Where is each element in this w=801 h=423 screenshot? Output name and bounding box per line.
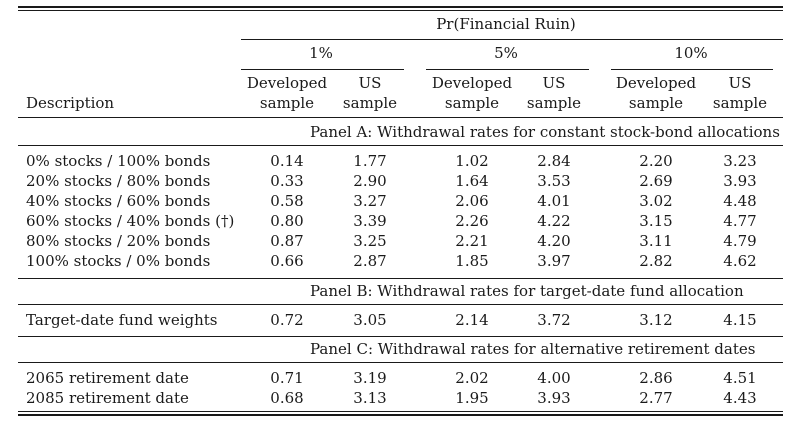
probability-underline xyxy=(426,69,589,70)
cell-value: 3.53 xyxy=(537,172,571,190)
subcol-header-line1: Developed xyxy=(431,74,513,92)
cell-value: 4.77 xyxy=(723,212,757,230)
cell-value: 2.21 xyxy=(455,232,489,250)
subcol-header-line2: sample xyxy=(342,94,398,112)
cell-value: 3.93 xyxy=(537,389,571,407)
cell-value: 0.80 xyxy=(270,212,304,230)
cell-value: 4.15 xyxy=(723,311,757,329)
cell-value: 0.87 xyxy=(270,232,304,250)
subcol-header-line2: sample xyxy=(526,94,582,112)
cell-value: 4.22 xyxy=(537,212,571,230)
cell-value: 1.77 xyxy=(353,152,387,170)
cell-value: 0.33 xyxy=(270,172,304,190)
cell-value: 0.58 xyxy=(270,192,304,210)
group-title-underline xyxy=(241,39,783,40)
cell-value: 3.19 xyxy=(353,369,387,387)
cell-value: 2.20 xyxy=(639,152,673,170)
panel-end-rule xyxy=(18,336,783,337)
subcol-header-line1: Developed xyxy=(246,74,328,92)
cell-value: 3.23 xyxy=(723,152,757,170)
cell-value: 3.25 xyxy=(353,232,387,250)
cell-value: 2.14 xyxy=(455,311,489,329)
cell-value: 0.66 xyxy=(270,252,304,270)
row-label: 100% stocks / 0% bonds xyxy=(26,252,211,270)
subcol-header-line1: US xyxy=(358,74,382,92)
probability-underline xyxy=(611,69,773,70)
cell-value: 2.84 xyxy=(537,152,571,170)
cell-value: 2.82 xyxy=(639,252,673,270)
probability-header: 5% xyxy=(494,44,518,62)
cell-value: 1.64 xyxy=(455,172,489,190)
subcol-header-line2: sample xyxy=(259,94,315,112)
cell-value: 0.68 xyxy=(270,389,304,407)
row-label: Target-date fund weights xyxy=(26,311,218,329)
cell-value: 0.71 xyxy=(270,369,304,387)
panel-title: Panel C: Withdrawal rates for alternativ… xyxy=(310,340,756,358)
cell-value: 2.77 xyxy=(639,389,673,407)
cell-value: 3.15 xyxy=(639,212,673,230)
cell-value: 3.97 xyxy=(537,252,571,270)
cell-value: 4.48 xyxy=(723,192,757,210)
row-label: 0% stocks / 100% bonds xyxy=(26,152,211,170)
group-title: Pr(Financial Ruin) xyxy=(436,15,576,33)
top-rule-inner xyxy=(18,10,783,11)
panel-title-rule xyxy=(18,145,783,146)
cell-value: 2.69 xyxy=(639,172,673,190)
cell-value: 2.02 xyxy=(455,369,489,387)
subcol-header-line1: Developed xyxy=(615,74,697,92)
cell-value: 2.87 xyxy=(353,252,387,270)
cell-value: 3.27 xyxy=(353,192,387,210)
cell-value: 2.06 xyxy=(455,192,489,210)
cell-value: 0.72 xyxy=(270,311,304,329)
subcol-header-line2: sample xyxy=(444,94,500,112)
panel-end-rule xyxy=(18,278,783,279)
row-label: 2065 retirement date xyxy=(26,369,189,387)
cell-value: 3.93 xyxy=(723,172,757,190)
bottom-rule-outer xyxy=(18,414,783,416)
row-label: 40% stocks / 60% bonds xyxy=(26,192,211,210)
bottom-rule-inner xyxy=(18,411,783,412)
row-label: 20% stocks / 80% bonds xyxy=(26,172,211,190)
cell-value: 4.20 xyxy=(537,232,571,250)
cell-value: 4.51 xyxy=(723,369,757,387)
panel-title-rule xyxy=(18,304,783,305)
subcol-header-line2: sample xyxy=(712,94,768,112)
cell-value: 3.39 xyxy=(353,212,387,230)
cell-value: 4.00 xyxy=(537,369,571,387)
cell-value: 2.26 xyxy=(455,212,489,230)
probability-underline xyxy=(241,69,404,70)
cell-value: 4.79 xyxy=(723,232,757,250)
top-rule-outer xyxy=(18,6,783,8)
cell-value: 3.11 xyxy=(639,232,673,250)
cell-value: 4.62 xyxy=(723,252,757,270)
row-label: 60% stocks / 40% bonds (†) xyxy=(26,212,235,230)
cell-value: 2.90 xyxy=(353,172,387,190)
cell-value: 1.95 xyxy=(455,389,489,407)
probability-header: 10% xyxy=(674,44,708,62)
cell-value: 1.85 xyxy=(455,252,489,270)
description-header: Description xyxy=(26,94,115,112)
panel-title: Panel A: Withdrawal rates for constant s… xyxy=(310,123,780,141)
cell-value: 3.02 xyxy=(639,192,673,210)
subcol-header-line1: US xyxy=(728,74,752,92)
cell-value: 3.13 xyxy=(353,389,387,407)
cell-value: 0.14 xyxy=(270,152,304,170)
row-label: 80% stocks / 20% bonds xyxy=(26,232,211,250)
subcol-header-line1: US xyxy=(542,74,566,92)
cell-value: 3.72 xyxy=(537,311,571,329)
row-label: 2085 retirement date xyxy=(26,389,189,407)
panel-title-rule xyxy=(18,362,783,363)
panel-title: Panel B: Withdrawal rates for target-dat… xyxy=(310,282,744,300)
cell-value: 1.02 xyxy=(455,152,489,170)
header-bottom-rule xyxy=(18,117,783,118)
cell-value: 3.05 xyxy=(353,311,387,329)
cell-value: 4.01 xyxy=(537,192,571,210)
probability-header: 1% xyxy=(309,44,333,62)
cell-value: 2.86 xyxy=(639,369,673,387)
subcol-header-line2: sample xyxy=(628,94,684,112)
cell-value: 4.43 xyxy=(723,389,757,407)
cell-value: 3.12 xyxy=(639,311,673,329)
